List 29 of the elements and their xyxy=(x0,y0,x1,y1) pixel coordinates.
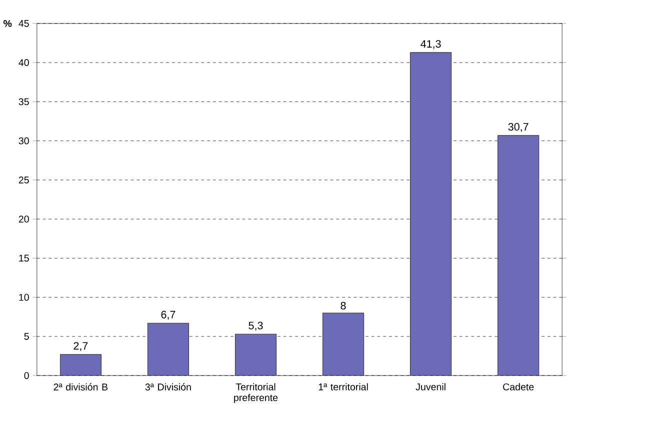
y-axis-title: % xyxy=(4,20,12,27)
data-label: 2,7 xyxy=(74,342,88,351)
y-tick-label: 5 xyxy=(24,332,29,340)
y-tick-label: 35 xyxy=(18,98,29,105)
y-tick-label: 45 xyxy=(18,20,29,27)
y-tick-label: 10 xyxy=(19,294,29,301)
data-label: 41,3 xyxy=(420,40,441,49)
y-tick-label: 25 xyxy=(18,176,29,184)
x-tick-label: 1ª territorial xyxy=(318,383,368,390)
y-tick-label: 40 xyxy=(18,58,29,66)
data-label: 6,7 xyxy=(161,310,176,320)
x-tick-label: Juvenil xyxy=(416,383,446,390)
y-tick-label: 30 xyxy=(18,137,29,144)
bar xyxy=(410,52,452,376)
bar xyxy=(60,354,102,376)
x-tick-label: 2ª división B xyxy=(54,383,108,390)
bar xyxy=(235,334,276,376)
data-label: 30,7 xyxy=(508,122,528,132)
x-tick-label: Cadete xyxy=(503,383,534,390)
y-tick-label: 15 xyxy=(19,254,29,262)
data-label: 8 xyxy=(340,302,346,310)
bar xyxy=(147,322,189,376)
y-tick-label: 20 xyxy=(18,215,29,222)
data-label: 5,3 xyxy=(248,322,263,330)
y-tick-label: 0 xyxy=(24,372,29,379)
x-tick-label: Territorial preferente xyxy=(234,383,278,403)
x-tick-label: 3ª División xyxy=(145,383,191,390)
bar xyxy=(498,134,540,376)
bar xyxy=(322,312,364,376)
